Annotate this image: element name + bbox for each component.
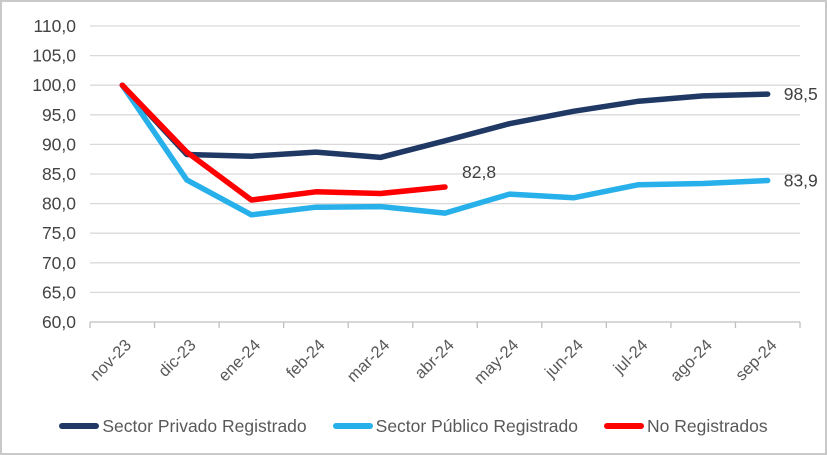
y-axis-tick-label: 65,0	[42, 282, 76, 302]
x-axis-tick-label: feb-24	[283, 336, 329, 382]
legend-item-no-registrados: No Registrados	[603, 415, 768, 437]
y-axis-tick-label: 110,0	[34, 16, 77, 36]
y-axis-tick-label: 70,0	[42, 253, 76, 273]
line-chart-plot: 60,0 65,0 70,0 75,0 80,0 85,0 90,0 95,0 100,0 105…	[32, 16, 818, 388]
x-axis-tick-label: mar-24	[344, 336, 394, 386]
y-axis-tick-label: 60,0	[42, 312, 76, 332]
y-axis-tick-label: 100,0	[32, 75, 76, 95]
x-axis-tick-label: jul-24	[609, 336, 651, 378]
series-line-2	[119, 82, 448, 203]
x-axis-tick-label: may-24	[471, 336, 523, 388]
chart-legend: Sector Privado Registrado Sector Público…	[2, 406, 825, 446]
series-line-1	[119, 82, 771, 218]
legend-marker-line-icon	[332, 423, 373, 429]
series-line-0	[119, 82, 771, 161]
legend-item-sector-privado: Sector Privado Registrado	[59, 415, 307, 437]
y-axis-tick-label: 85,0	[42, 164, 76, 184]
y-axis-tick-label: 105,0	[32, 46, 76, 66]
y-axis-tick-label: 80,0	[42, 194, 76, 214]
x-axis-tick-label: ene-24	[215, 336, 264, 385]
data-label-series-1: 83,9	[784, 171, 818, 191]
legend-label: Sector Privado Registrado	[102, 415, 307, 436]
x-axis-tick-label: ago-24	[667, 336, 716, 385]
legend-item-sector-publico: Sector Público Registrado	[332, 415, 578, 437]
legend-label: Sector Público Registrado	[375, 415, 578, 436]
y-axis-tick-label: 90,0	[42, 134, 76, 154]
legend-marker-line-icon	[59, 423, 100, 429]
y-axis-tick-label: 95,0	[42, 105, 76, 125]
x-axis-tick-label: nov-23	[87, 336, 135, 384]
x-axis-tick-label: jun-24	[541, 336, 587, 382]
x-axis-tick-label: abr-24	[411, 336, 457, 382]
legend-label: No Registrados	[646, 415, 768, 436]
data-label-series-0: 98,5	[784, 84, 818, 104]
legend-marker-line-icon	[603, 423, 644, 429]
x-axis-tick-label: dic-23	[155, 336, 200, 381]
data-label-series-2: 82,8	[462, 162, 496, 182]
y-axis-tick-label: 75,0	[42, 223, 76, 243]
x-axis-tick-label: sep-24	[732, 336, 780, 384]
